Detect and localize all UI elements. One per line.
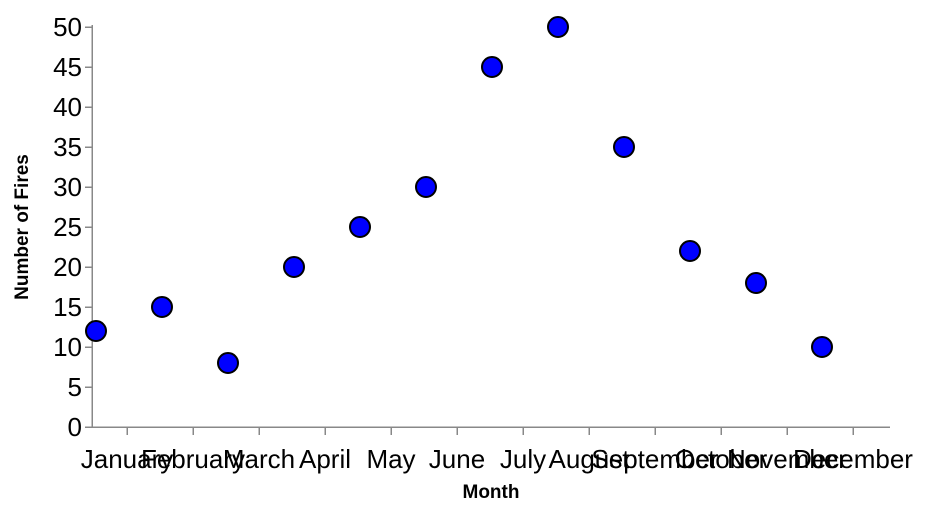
data-point [349,216,371,238]
data-point [811,336,833,358]
x-tick-label: August [549,444,631,474]
x-tick-label: March [223,444,295,474]
x-tick-label: January [81,444,174,474]
data-points [85,16,833,374]
x-axis-title: Month [463,482,520,503]
data-point [547,16,569,38]
data-point [85,320,107,342]
y-tick-label: 10 [53,332,82,362]
data-point [481,56,503,78]
y-tick-label: 25 [53,212,82,242]
x-tick-label: November [727,444,847,474]
data-point [415,176,437,198]
x-tick-label: February [141,444,245,474]
y-tick-label: 30 [53,172,82,202]
y-axis-title: Number of Fires [12,154,33,300]
y-tick-label: 20 [53,252,82,282]
x-tick-label: September [591,444,719,474]
x-tick-label: December [793,444,913,474]
data-point [283,256,305,278]
x-tick-label: June [429,444,485,474]
y-tick-label: 35 [53,132,82,162]
y-tick-label: 40 [53,92,82,122]
y-tick-label: 45 [53,52,82,82]
y-tick-label: 50 [53,12,82,42]
data-point [613,136,635,158]
data-point [679,240,701,262]
x-tick-label: April [299,444,351,474]
data-point [217,352,239,374]
y-tick-label: 0 [68,412,82,442]
y-tick-label: 5 [68,372,82,402]
y-axis: 0 5 10 15 20 25 30 35 40 45 50 [53,12,93,442]
y-tick-label: 15 [53,292,82,322]
x-tick-label: May [366,444,415,474]
data-point [745,272,767,294]
data-point [151,296,173,318]
x-tick-label: July [500,444,546,474]
x-tick-label: October [675,444,768,474]
